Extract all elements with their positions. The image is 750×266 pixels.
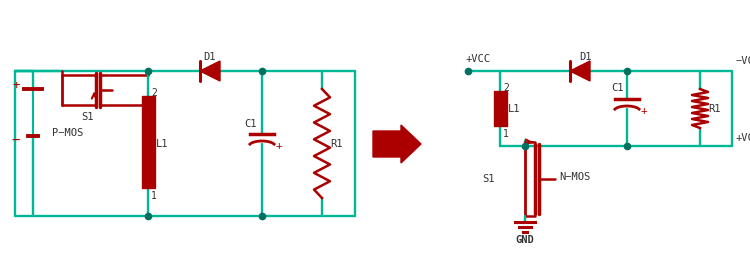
Text: +: +	[12, 78, 20, 92]
Polygon shape	[570, 61, 590, 81]
Text: −VCC: −VCC	[736, 56, 750, 66]
Text: C1: C1	[611, 83, 624, 93]
Text: +VCC: +VCC	[736, 133, 750, 143]
Text: GND: GND	[516, 235, 534, 245]
Polygon shape	[200, 61, 220, 81]
Text: D1: D1	[204, 52, 216, 62]
Text: S1: S1	[482, 174, 495, 184]
Text: R1: R1	[330, 139, 343, 149]
Text: P−MOS: P−MOS	[52, 128, 83, 138]
Bar	[142, 96, 155, 188]
Text: R1: R1	[708, 104, 721, 114]
Text: 1: 1	[151, 191, 157, 201]
Text: L1: L1	[508, 104, 520, 114]
Text: 2: 2	[151, 88, 157, 98]
Text: +VCC: +VCC	[466, 54, 491, 64]
Text: C1: C1	[244, 119, 257, 129]
Text: −: −	[12, 133, 20, 147]
Text: 1: 1	[503, 129, 509, 139]
Text: +: +	[641, 106, 648, 116]
Text: 2: 2	[503, 83, 509, 93]
FancyArrow shape	[373, 125, 421, 163]
Text: L1: L1	[156, 139, 169, 149]
Text: N−MOS: N−MOS	[559, 172, 590, 182]
Text: S1: S1	[82, 112, 94, 122]
Text: D1: D1	[579, 52, 591, 62]
Bar	[494, 91, 507, 126]
Text: +: +	[276, 141, 283, 151]
